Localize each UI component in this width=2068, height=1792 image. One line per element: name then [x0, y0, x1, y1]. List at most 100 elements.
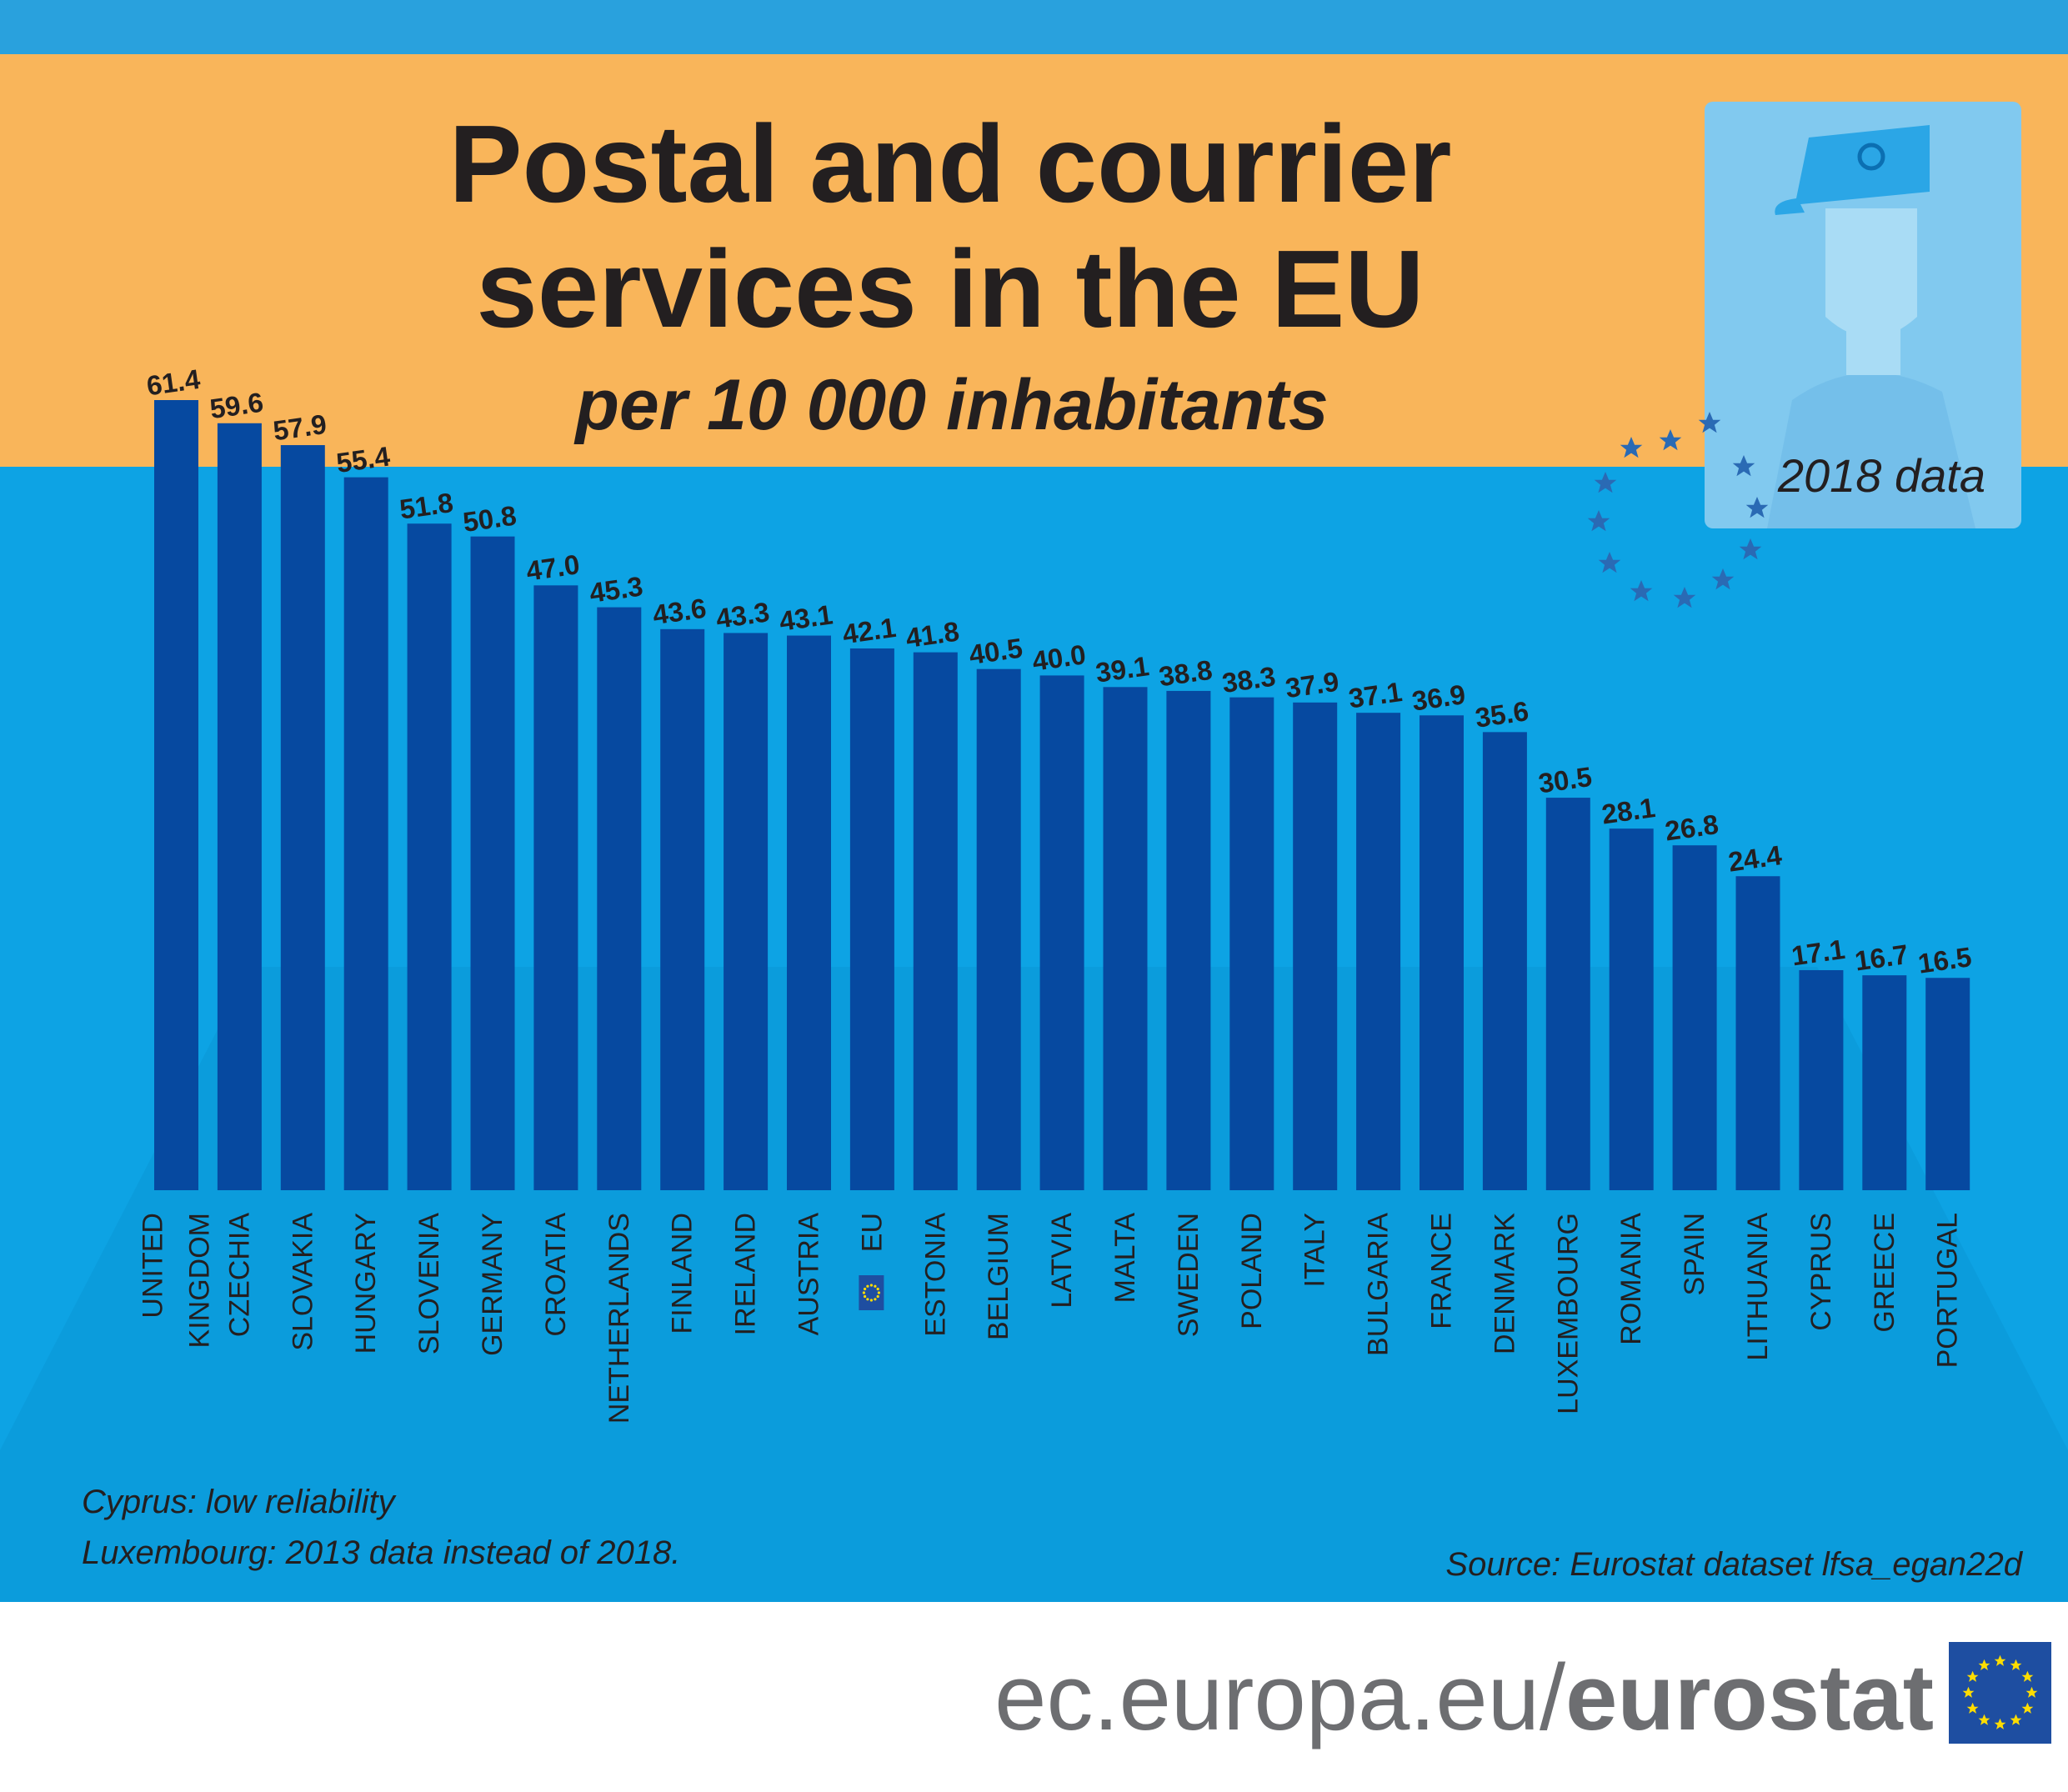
- value-label-austria: 43.1: [778, 598, 835, 637]
- value-label-czechia: 59.6: [208, 387, 265, 425]
- bar-austria: [787, 635, 831, 1190]
- bar-czechia: [217, 423, 262, 1191]
- category-label-lithuania: LITHUANIA: [1742, 1213, 1774, 1361]
- postman-head-icon: [1825, 208, 1917, 338]
- category-label-czechia: CZECHIA: [223, 1213, 255, 1338]
- bar-germany: [470, 536, 515, 1190]
- category-label-luxembourg: LUXEMBOURG: [1552, 1213, 1584, 1414]
- bar-poland: [1229, 697, 1274, 1190]
- value-label-spain: 26.8: [1663, 808, 1720, 847]
- category-label-austria: AUSTRIA: [794, 1213, 825, 1336]
- value-label-poland: 38.3: [1220, 660, 1278, 698]
- category-label-united-kingdom-line-1: UNITED: [138, 1213, 169, 1319]
- category-label-united-kingdom-line-2: KINGDOM: [184, 1213, 216, 1348]
- bar-lithuania: [1735, 876, 1780, 1190]
- bar-spain: [1672, 845, 1717, 1190]
- bar-france: [1420, 715, 1464, 1190]
- category-labels: UNITED KINGDOM CZECHIA SLOVAKIA HUNGARY SLOVE…: [138, 1213, 1964, 1424]
- bar-sweden: [1166, 690, 1211, 1190]
- postman-cap-icon: [1775, 125, 1930, 215]
- category-label-latvia: LATVIA: [1046, 1213, 1078, 1309]
- bar-italy: [1293, 702, 1338, 1190]
- value-label-bulgaria: 37.1: [1347, 676, 1405, 714]
- category-label-spain: SPAIN: [1679, 1213, 1710, 1296]
- eu-flag-star-icon: [866, 1284, 869, 1288]
- footer-band: [0, 1602, 2068, 1792]
- value-label-slovakia: 57.9: [271, 408, 328, 447]
- category-label-romania: ROMANIA: [1615, 1213, 1647, 1345]
- value-label-portugal: 16.5: [1916, 941, 1974, 979]
- bar-united-kingdom: [154, 400, 198, 1190]
- category-label-netherlands: NETHERLANDS: [603, 1213, 635, 1424]
- bar-finland: [660, 628, 705, 1190]
- value-label-cyprus: 17.1: [1790, 934, 1847, 972]
- category-label-belgium: BELGIUM: [983, 1213, 1014, 1340]
- category-label-bulgaria: BULGARIA: [1363, 1213, 1395, 1356]
- eu-flag-star-icon: [874, 1298, 877, 1301]
- value-label-france: 36.9: [1410, 678, 1468, 717]
- category-label-hungary: HUNGARY: [350, 1213, 382, 1354]
- category-label-estonia: ESTONIA: [919, 1213, 951, 1337]
- value-label-lithuania: 24.4: [1726, 839, 1784, 878]
- value-label-malta: 39.1: [1094, 650, 1151, 688]
- postman-neck-icon: [1846, 317, 1900, 375]
- value-label-luxembourg: 30.5: [1536, 761, 1594, 799]
- eu-flag-star-icon: [862, 1291, 865, 1294]
- value-label-finland: 43.6: [651, 593, 709, 631]
- value-label-eu: 42.1: [840, 612, 898, 650]
- bar-netherlands: [597, 607, 642, 1190]
- bars: [154, 400, 1970, 1191]
- bar-romania: [1609, 828, 1654, 1190]
- category-label-sweden: SWEDEN: [1173, 1213, 1204, 1337]
- post-horn-icon: [1857, 143, 1885, 171]
- value-label-romania: 28.1: [1600, 792, 1657, 830]
- category-label-poland: POLAND: [1236, 1213, 1268, 1329]
- source-note: Source: Eurostat dataset lfsa_egan22d: [1445, 1546, 2023, 1583]
- value-labels: 61.459.657.955.451.8 50.847.045.343.6 43.3…: [145, 363, 1974, 979]
- eu-flag-star-icon: [876, 1287, 879, 1291]
- value-label-ireland: 43.3: [714, 596, 772, 634]
- category-label-slovakia: SLOVAKIA: [287, 1213, 318, 1351]
- value-label-united-kingdom: 61.4: [145, 363, 203, 402]
- subtitle: per 10 000 inhabitants: [573, 365, 1328, 445]
- category-label-finland: FINLAND: [667, 1213, 699, 1334]
- bar-bulgaria: [1356, 713, 1401, 1190]
- eu-flag-star-icon: [866, 1298, 869, 1301]
- category-label-greece: GREECE: [1869, 1213, 1900, 1333]
- value-label-netherlands: 45.3: [588, 570, 645, 608]
- value-label-croatia: 47.0: [524, 548, 582, 587]
- eu-flag-star-icon: [877, 1291, 880, 1294]
- bar-malta: [1103, 687, 1148, 1190]
- category-label-denmark: DENMARK: [1489, 1213, 1520, 1354]
- value-label-italy: 37.9: [1284, 666, 1341, 704]
- top-band: [0, 0, 2068, 54]
- eu-flag-star-icon: [876, 1294, 879, 1299]
- value-label-estonia: 41.8: [904, 615, 961, 653]
- title-line-2: services in the EU: [476, 228, 1424, 350]
- bar-denmark: [1482, 732, 1527, 1190]
- bar-eu: [849, 648, 894, 1190]
- value-label-belgium: 40.5: [967, 633, 1024, 671]
- category-label-eu: EU: [856, 1213, 888, 1252]
- eu-flag-star-icon: [864, 1294, 867, 1299]
- category-label-italy: ITALY: [1299, 1213, 1331, 1287]
- bar-luxembourg: [1545, 798, 1590, 1190]
- value-label-germany: 50.8: [461, 499, 518, 538]
- postage-stamp: 2018 data: [1705, 102, 2021, 528]
- footer-brand: eurostat: [1565, 1645, 1934, 1749]
- value-label-hungary: 55.4: [334, 440, 392, 478]
- bar-slovakia: [280, 445, 325, 1190]
- category-label-france: FRANCE: [1426, 1213, 1458, 1329]
- value-label-sweden: 38.8: [1157, 654, 1214, 693]
- category-label-croatia: CROATIA: [540, 1213, 572, 1337]
- eu-flag-star-icon: [874, 1284, 877, 1288]
- footer-url[interactable]: ec.europa.eu/eurostat: [994, 1645, 1934, 1749]
- bar-cyprus: [1799, 969, 1844, 1190]
- title-line-1: Postal and courrier: [448, 103, 1451, 225]
- value-label-slovenia: 51.8: [398, 487, 455, 525]
- eu-flag-star-icon: [864, 1287, 867, 1291]
- category-label-cyprus: CYPRUS: [1805, 1213, 1837, 1331]
- value-label-latvia: 40.0: [1030, 638, 1088, 677]
